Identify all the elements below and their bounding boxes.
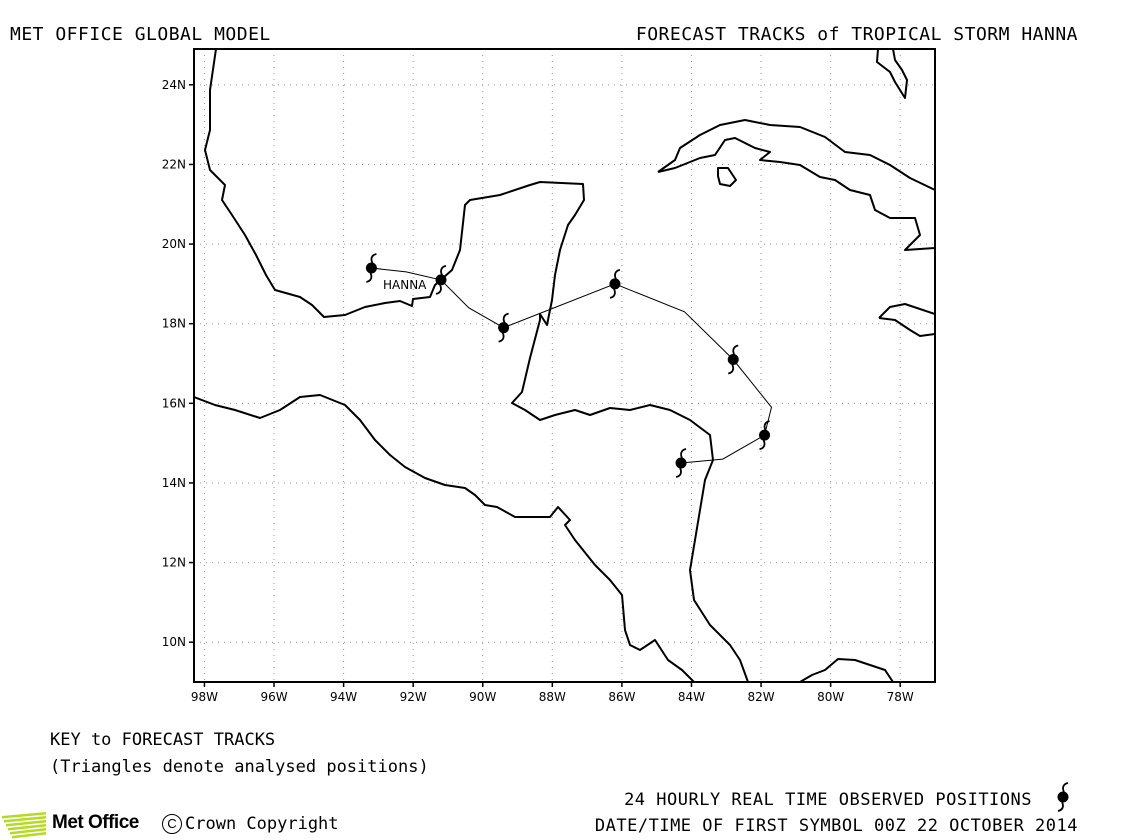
lat-tick-label: 14N [162, 476, 186, 490]
longitude-labels: 98W 96W 94W 92W 90W 88W 86W 84W 82W 80W 78W [191, 682, 914, 704]
storm-symbols [365, 253, 771, 478]
model-title: MET OFFICE GLOBAL MODEL [10, 24, 271, 45]
lat-tick-label: 20N [162, 237, 186, 251]
lat-tick-label: 16N [162, 396, 186, 410]
key-heading: KEY to FORECAST TRACKS [50, 730, 276, 750]
coastline-jamaica [878, 303, 935, 319]
coastline-south-america [799, 658, 894, 682]
isla-juventud [717, 167, 737, 187]
lon-tick-label: 90W [469, 690, 496, 704]
lon-tick-label: 98W [191, 690, 218, 704]
lon-tick-label: 92W [400, 690, 427, 704]
logo-stripe [10, 828, 46, 835]
logo-stripe [12, 832, 46, 839]
lon-tick-label: 82W [747, 690, 774, 704]
lon-tick-label: 78W [887, 690, 914, 704]
coastline-mexico-gulf [204, 49, 749, 682]
coastline-cuba-south [657, 137, 935, 251]
observed-positions-label: 24 HOURLY REAL TIME OBSERVED POSITIONS [624, 790, 1032, 810]
lon-tick-label: 88W [539, 690, 566, 704]
coastline-jamaica-south [878, 317, 935, 337]
lat-tick-label: 22N [162, 157, 186, 171]
lon-tick-label: 96W [260, 690, 287, 704]
chart-title: FORECAST TRACKS of TROPICAL STORM HANNA [635, 24, 1078, 45]
observed-position-symbol [675, 448, 687, 478]
map-frame [193, 48, 936, 683]
lon-tick-label: 84W [678, 690, 705, 704]
lon-tick-label: 86W [608, 690, 635, 704]
logo-stripes-icon [2, 812, 46, 839]
hurricane-symbol-icon [1057, 782, 1069, 812]
legend-hurricane-symbol [1057, 782, 1069, 812]
lat-tick-label: 18N [162, 317, 186, 331]
storm-track [371, 267, 773, 464]
first-symbol-datetime: DATE/TIME OF FIRST SYMBOL 00Z 22 OCTOBER… [594, 816, 1078, 836]
lon-tick-label: 80W [817, 690, 844, 704]
logo-stripe [2, 812, 46, 819]
gridlines [194, 49, 935, 682]
observed-position-symbol [365, 253, 377, 283]
lat-tick-label: 24N [162, 78, 186, 92]
lat-tick-label: 10N [162, 635, 186, 649]
copyright-notice: C Crown Copyright [162, 814, 339, 834]
copyright-text: Crown Copyright [185, 814, 339, 834]
storm-name-label: HANNA [383, 278, 427, 292]
observed-position-symbol [609, 269, 621, 299]
logo-stripe [8, 824, 46, 831]
coastline-pacific [194, 394, 695, 682]
latitude-labels: 24N 22N 20N 18N 16N 14N 12N 10N [162, 78, 194, 649]
coastline-cuba [657, 119, 935, 191]
track-line [371, 267, 773, 464]
observed-position-symbol [498, 312, 510, 343]
lon-tick-label: 94W [330, 690, 357, 704]
lat-tick-label: 12N [162, 556, 186, 570]
met-office-logo-text: Met Office [52, 812, 139, 833]
coastlines [194, 49, 935, 682]
logo-stripe [4, 816, 46, 823]
coastline-florida [876, 49, 908, 99]
met-office-logo-icon [2, 812, 46, 839]
logo-stripe [6, 820, 46, 827]
copyright-symbol-icon: C [162, 814, 182, 834]
observed-position-symbol [435, 265, 447, 295]
observed-position-symbol [759, 420, 771, 451]
observed-position-symbol [727, 344, 739, 375]
key-note: (Triangles denote analysed positions) [50, 757, 429, 777]
